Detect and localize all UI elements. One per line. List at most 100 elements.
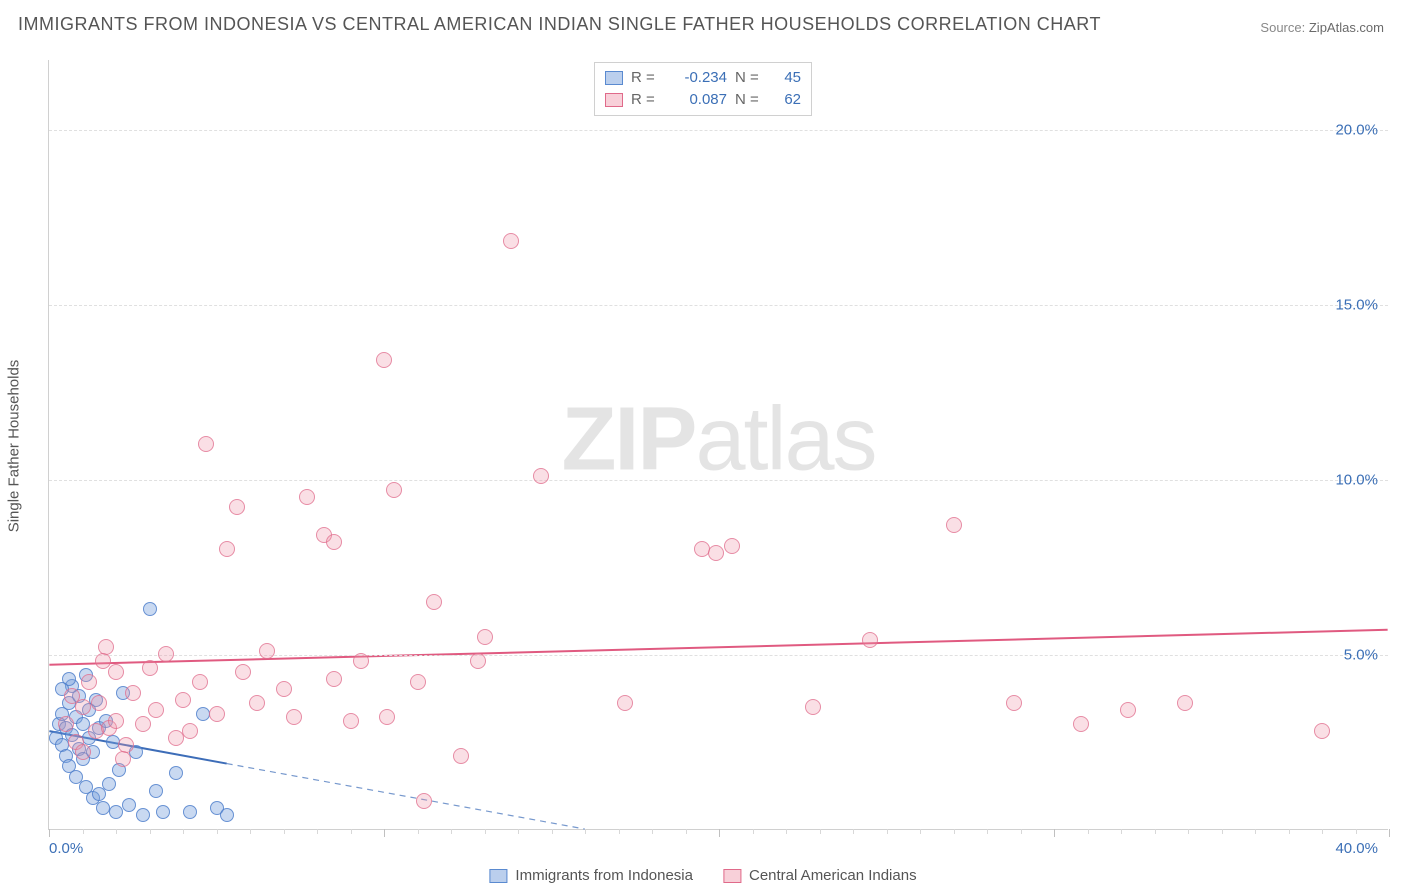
x-tick-major	[1054, 829, 1055, 837]
x-tick-minor	[1121, 829, 1122, 834]
plot-area: ZIPatlas 0.0% 40.0% 5.0%10.0%15.0%20.0%	[48, 60, 1388, 830]
scatter-point	[276, 681, 292, 697]
scatter-point	[1006, 695, 1022, 711]
n-value-2: 62	[771, 89, 801, 111]
gridline	[49, 130, 1388, 131]
scatter-point	[136, 808, 150, 822]
x-tick-minor	[1155, 829, 1156, 834]
swatch-blue-icon	[489, 869, 507, 883]
scatter-point	[249, 695, 265, 711]
scatter-point	[326, 671, 342, 687]
scatter-point	[1120, 702, 1136, 718]
x-tick-minor	[1322, 829, 1323, 834]
scatter-point	[259, 643, 275, 659]
x-tick-minor	[485, 829, 486, 834]
scatter-point	[143, 602, 157, 616]
r-value-1: -0.234	[667, 67, 727, 89]
scatter-point	[1073, 716, 1089, 732]
scatter-point	[376, 352, 392, 368]
scatter-point	[724, 538, 740, 554]
x-tick-minor	[1289, 829, 1290, 834]
scatter-point	[410, 674, 426, 690]
x-tick-minor	[451, 829, 452, 834]
scatter-point	[125, 685, 141, 701]
scatter-point	[470, 653, 486, 669]
source-value: ZipAtlas.com	[1309, 20, 1384, 35]
scatter-point	[142, 660, 158, 676]
swatch-pink-icon	[723, 869, 741, 883]
x-tick-minor	[284, 829, 285, 834]
gridline	[49, 305, 1388, 306]
scatter-point	[91, 695, 107, 711]
scatter-point	[353, 653, 369, 669]
scatter-point	[617, 695, 633, 711]
x-tick-minor	[1088, 829, 1089, 834]
scatter-point	[209, 706, 225, 722]
scatter-point	[102, 777, 116, 791]
scatter-point	[235, 664, 251, 680]
x-tick-minor	[954, 829, 955, 834]
x-tick-minor	[786, 829, 787, 834]
x-tick-minor	[1021, 829, 1022, 834]
scatter-point	[343, 713, 359, 729]
scatter-point	[175, 692, 191, 708]
x-tick-minor	[351, 829, 352, 834]
n-label: N =	[735, 67, 763, 89]
scatter-point	[96, 801, 110, 815]
x-tick-minor	[585, 829, 586, 834]
x-tick-major	[384, 829, 385, 837]
scatter-point	[503, 233, 519, 249]
x-tick-minor	[987, 829, 988, 834]
n-value-1: 45	[771, 67, 801, 89]
y-axis-title: Single Father Households	[6, 360, 23, 533]
scatter-point	[219, 541, 235, 557]
y-tick-label: 20.0%	[1335, 122, 1378, 139]
watermark-bold: ZIP	[561, 389, 695, 489]
x-tick-minor	[518, 829, 519, 834]
r-value-2: 0.087	[667, 89, 727, 111]
scatter-point	[192, 674, 208, 690]
source-label: Source:	[1260, 20, 1305, 35]
x-tick-minor	[116, 829, 117, 834]
y-tick-label: 5.0%	[1344, 647, 1378, 664]
r-label: R =	[631, 89, 659, 111]
scatter-point	[81, 674, 97, 690]
scatter-point	[109, 805, 123, 819]
gridline	[49, 655, 1388, 656]
scatter-point	[326, 534, 342, 550]
legend-stats-row-2: R = 0.087 N = 62	[605, 89, 801, 111]
x-tick-minor	[1356, 829, 1357, 834]
x-tick-minor	[552, 829, 553, 834]
chart-title: IMMIGRANTS FROM INDONESIA VS CENTRAL AME…	[18, 14, 1101, 35]
source-attribution: Source: ZipAtlas.com	[1260, 20, 1384, 35]
scatter-point	[805, 699, 821, 715]
scatter-point	[229, 499, 245, 515]
scatter-point	[533, 468, 549, 484]
scatter-point	[862, 632, 878, 648]
x-tick-minor	[686, 829, 687, 834]
scatter-point	[379, 709, 395, 725]
scatter-point	[198, 436, 214, 452]
gridline	[49, 480, 1388, 481]
scatter-point	[148, 702, 164, 718]
scatter-point	[182, 723, 198, 739]
legend-stats-row-1: R = -0.234 N = 45	[605, 67, 801, 89]
x-tick-minor	[820, 829, 821, 834]
x-tick-minor	[619, 829, 620, 834]
watermark-rest: atlas	[695, 389, 875, 489]
scatter-point	[416, 793, 432, 809]
x-tick-minor	[150, 829, 151, 834]
scatter-point	[75, 744, 91, 760]
scatter-point	[386, 482, 402, 498]
n-label: N =	[735, 89, 763, 111]
x-tick-minor	[753, 829, 754, 834]
legend-series-box: Immigrants from Indonesia Central Americ…	[489, 867, 916, 884]
scatter-point	[169, 766, 183, 780]
x-tick-major	[1389, 829, 1390, 837]
x-tick-minor	[1188, 829, 1189, 834]
scatter-point	[108, 713, 124, 729]
x-axis-label-max: 40.0%	[1335, 840, 1378, 857]
scatter-point	[220, 808, 234, 822]
scatter-point	[95, 653, 111, 669]
watermark: ZIPatlas	[561, 388, 875, 491]
